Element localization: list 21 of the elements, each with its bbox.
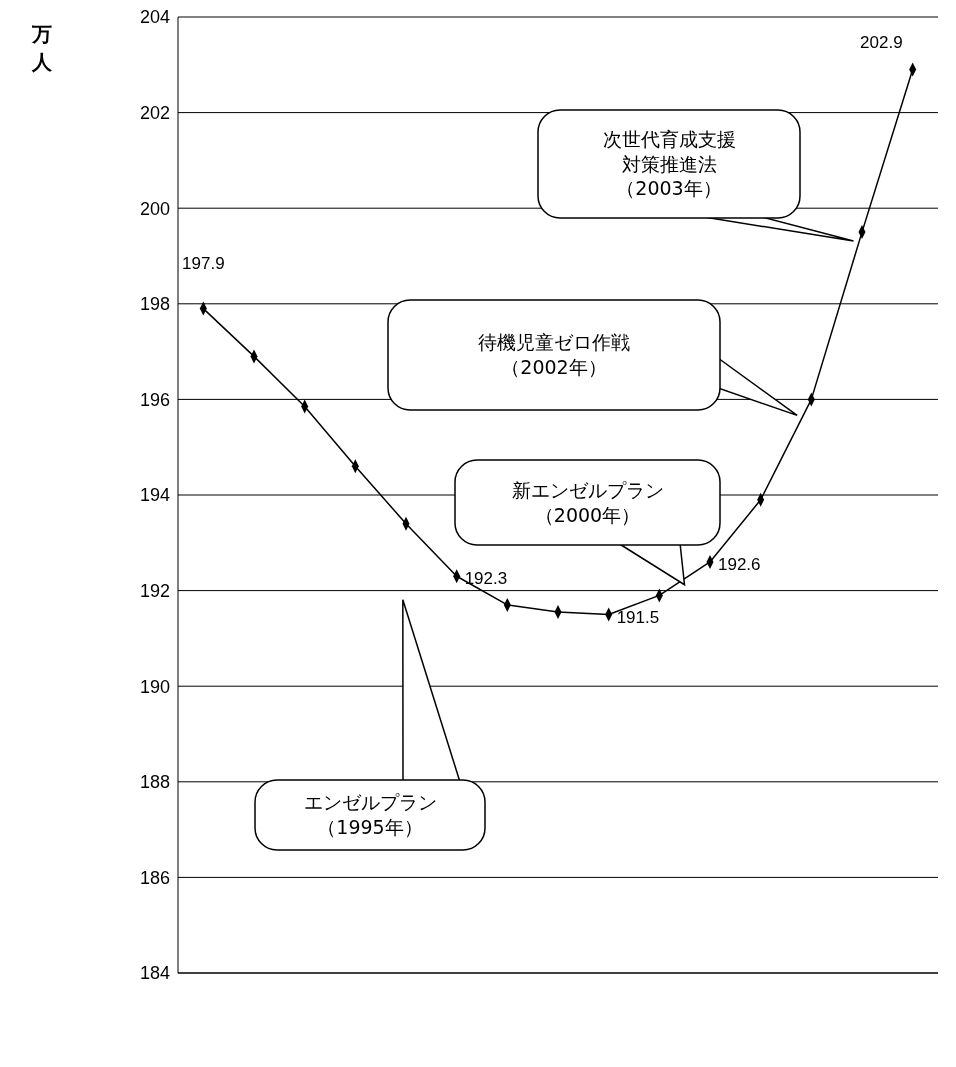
y-tick-label: 184 [139, 963, 170, 984]
annotation: 待機児童ゼロ作戦（2002年） [477, 330, 631, 380]
data-label: 202.9 [860, 32, 903, 52]
y-tick-label: 200 [139, 198, 170, 219]
y-tick-label: 188 [139, 772, 170, 793]
data-label: 192.3 [464, 569, 508, 589]
y-tick-label: 204 [139, 7, 170, 28]
data-label: 197.9 [182, 253, 225, 273]
y-tick-label: 192 [139, 580, 170, 601]
annotation: 新エンゼルプラン（2000年） [510, 477, 665, 528]
data-label: 191.5 [616, 607, 660, 627]
y-tick-label: 186 [139, 867, 170, 888]
y-tick-label: 198 [139, 294, 170, 315]
y-tick-label: 194 [139, 485, 170, 506]
y-axis-title: 万人 [31, 21, 53, 76]
y-tick-label: 202 [139, 102, 170, 123]
data-label: 192.6 [718, 554, 761, 574]
y-tick-label: 190 [139, 676, 170, 697]
annotation: エンゼルプラン（1995年） [302, 790, 438, 840]
y-tick-label: 196 [139, 389, 170, 410]
annotation: 次世代育成支援対策推進法（2003年） [601, 126, 737, 202]
